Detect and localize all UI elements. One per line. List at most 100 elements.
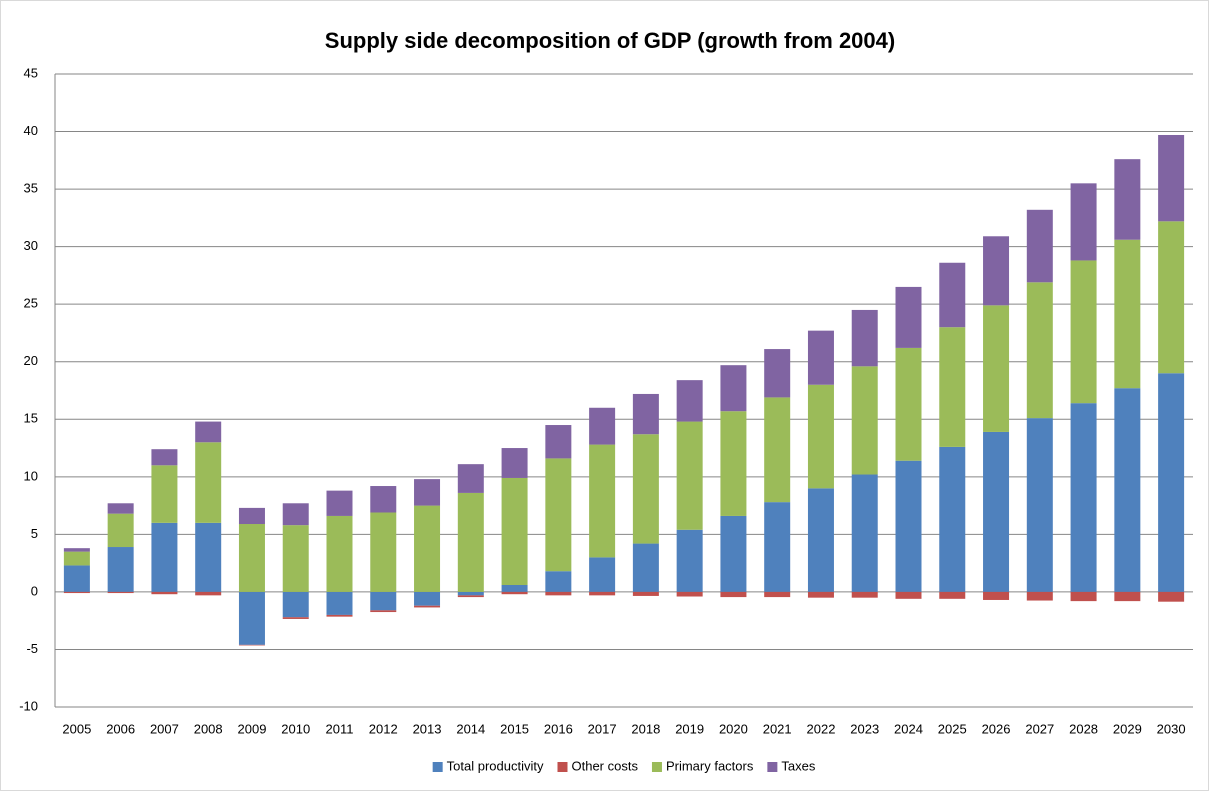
y-tick-label: 25 xyxy=(24,296,38,311)
bar-segment xyxy=(632,393,659,435)
bar-segment xyxy=(676,591,703,597)
x-tick-label: 2029 xyxy=(1113,721,1142,736)
y-tick-label: 15 xyxy=(24,411,38,426)
bar-segment xyxy=(632,543,659,592)
bar-segment xyxy=(632,591,659,596)
bar-segment xyxy=(195,442,222,523)
legend-swatch xyxy=(432,762,443,772)
bar-segment xyxy=(501,585,528,592)
bar-segment xyxy=(195,522,222,592)
bar-segment xyxy=(851,474,878,592)
x-tick-label: 2020 xyxy=(719,721,748,736)
bar-segment xyxy=(282,503,309,526)
bar-segment xyxy=(1114,591,1141,602)
bar-segment xyxy=(282,525,309,592)
legend-label: Total productivity xyxy=(447,758,544,773)
bar-segment xyxy=(457,492,484,592)
bar-segment xyxy=(326,515,353,592)
x-tick-label: 2006 xyxy=(106,721,135,736)
x-tick-label: 2030 xyxy=(1157,721,1186,736)
bar-segment xyxy=(1158,373,1185,592)
x-tick-label: 2022 xyxy=(807,721,836,736)
bar-segment xyxy=(545,425,572,459)
bar-segment xyxy=(1026,591,1053,601)
bar-segment xyxy=(983,305,1010,432)
bar-segment xyxy=(107,503,134,514)
y-tick-label: 45 xyxy=(24,65,38,80)
bar-segment xyxy=(1070,260,1097,404)
y-tick-label: 35 xyxy=(24,181,38,196)
x-tick-label: 2009 xyxy=(238,721,267,736)
bar-segment xyxy=(764,349,791,398)
x-tick-label: 2018 xyxy=(631,721,660,736)
bar-segment xyxy=(151,522,178,592)
bar-segment xyxy=(63,591,90,594)
bar-segment xyxy=(107,547,134,592)
bar-segment xyxy=(414,505,441,592)
bar-segment xyxy=(764,502,791,592)
bar-segment xyxy=(676,421,703,530)
legend-swatch xyxy=(557,762,568,772)
bar-segment xyxy=(238,644,265,646)
bar-segment xyxy=(238,507,265,525)
bar-segment xyxy=(720,411,747,516)
bar-segment xyxy=(1026,418,1053,592)
x-tick-label: 2015 xyxy=(500,721,529,736)
bar-segment xyxy=(895,286,922,348)
bar-segment xyxy=(501,477,528,586)
bar-segment xyxy=(1114,239,1141,389)
bar-segment xyxy=(1158,591,1185,602)
x-tick-label: 2019 xyxy=(675,721,704,736)
x-tick-label: 2023 xyxy=(850,721,879,736)
bar-segment xyxy=(895,591,922,599)
bar-segment xyxy=(939,262,966,328)
bar-segment xyxy=(370,512,397,592)
x-tick-label: 2008 xyxy=(194,721,223,736)
bar-segment xyxy=(545,571,572,592)
bar-segment xyxy=(764,397,791,503)
bar-segment xyxy=(63,551,90,566)
y-tick-label: 20 xyxy=(24,353,38,368)
bar-segment xyxy=(238,591,265,645)
bar-segment xyxy=(63,565,90,592)
y-tick-label: 10 xyxy=(24,468,38,483)
chart-title: Supply side decomposition of GDP (growth… xyxy=(325,28,895,53)
bar-segment xyxy=(589,444,616,558)
bar-segment xyxy=(807,330,834,385)
x-tick-label: 2016 xyxy=(544,721,573,736)
bar-segment xyxy=(282,591,309,618)
bar-segment xyxy=(939,591,966,599)
bar-segment xyxy=(326,490,353,516)
x-tick-label: 2007 xyxy=(150,721,179,736)
x-tick-label: 2010 xyxy=(281,721,310,736)
legend-label: Other costs xyxy=(571,758,638,773)
x-tick-label: 2025 xyxy=(938,721,967,736)
y-tick-label: 30 xyxy=(24,238,38,253)
y-tick-label: 5 xyxy=(31,526,38,541)
x-tick-label: 2013 xyxy=(413,721,442,736)
x-tick-label: 2028 xyxy=(1069,721,1098,736)
bar-segment xyxy=(983,431,1010,592)
bar-segment xyxy=(676,529,703,592)
bar-segment xyxy=(545,591,572,596)
bar-segment xyxy=(282,617,309,619)
bar-segment xyxy=(764,591,791,598)
bar-segment xyxy=(151,465,178,523)
bar-segment xyxy=(107,591,134,594)
bar-segment xyxy=(632,434,659,544)
bar-segment xyxy=(589,557,616,592)
bar-segment xyxy=(720,515,747,592)
bar-segment xyxy=(414,479,441,506)
x-tick-label: 2017 xyxy=(588,721,617,736)
bar-segment xyxy=(457,595,484,598)
bar-segment xyxy=(807,488,834,592)
bar-segment xyxy=(939,327,966,447)
bar-segment xyxy=(895,460,922,592)
legend-swatch xyxy=(651,762,662,772)
bar-segment xyxy=(851,591,878,598)
bar-segment xyxy=(414,591,441,606)
bar-segment xyxy=(1070,183,1097,261)
bar-segment xyxy=(151,591,178,595)
bar-segment xyxy=(983,236,1010,306)
